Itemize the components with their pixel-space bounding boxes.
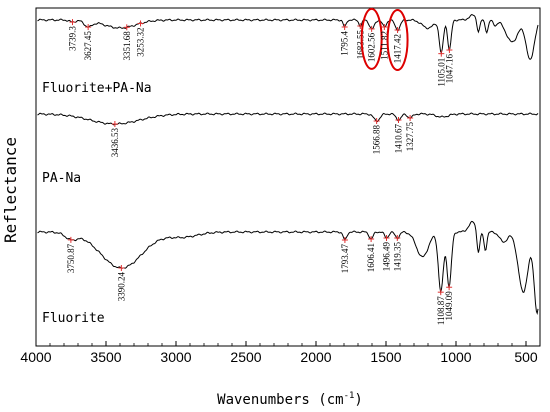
series-label: PA-Na: [42, 171, 81, 186]
peak-annotations: 3739.3 3627.45 3351.68 3253.32 1795.4 1683.55…: [66, 7, 454, 325]
peak-label: 1327.75: [405, 122, 415, 152]
x-axis-ticks: 4000 3500 3000 2500 2000 1500 1000 500: [20, 341, 538, 365]
peak-label: 1417.42: [393, 34, 403, 63]
series-labels: Fluorite+PA-Na PA-Na Fluorite: [42, 81, 152, 326]
peak-label: 1410.67: [394, 124, 404, 154]
peak-label: 3351.68: [122, 31, 132, 61]
peak-label: 3739.3: [68, 26, 78, 51]
peak-label: 1793.47: [340, 244, 350, 274]
x-axis-label-exponent: -1: [344, 391, 355, 401]
peak-label: 1049.09: [444, 291, 454, 321]
peak-label: 1496.49: [382, 242, 392, 272]
x-tick-label: 1500: [370, 349, 401, 365]
series-line-1: [37, 14, 539, 60]
x-tick-label: 3500: [90, 349, 121, 365]
highlight-ellipse: [360, 7, 383, 70]
series-label: Fluorite: [42, 311, 105, 326]
plot-frame: [35, 7, 541, 347]
spectra: [37, 14, 539, 316]
peak-label: 3390.24: [116, 272, 126, 302]
y-axis-label: Reflectance: [1, 137, 20, 243]
x-axis-label-main: Wavenumbers (cm: [217, 392, 343, 408]
peak-label: 1602.56: [367, 32, 377, 62]
peak-label: 3627.45: [83, 31, 93, 61]
x-axis-label-close: ): [354, 392, 362, 408]
peak-label: 3750.87: [66, 243, 76, 273]
x-tick-label: 4000: [20, 349, 51, 365]
peak-label: 1683.55: [355, 30, 365, 60]
x-tick-label: 1000: [440, 349, 471, 365]
series-line-2: [37, 112, 539, 126]
series-label: Fluorite+PA-Na: [42, 81, 152, 96]
x-axis-label: Wavenumbers (cm-1): [217, 391, 363, 408]
highlight-ellipse: [386, 8, 409, 71]
peak-label: 1419.35: [392, 242, 402, 272]
peak-label: 1795.4: [340, 31, 350, 56]
peak-label: 1606.41: [366, 243, 376, 272]
x-tick-label: 2500: [230, 349, 261, 365]
peak-label: 3253.32: [136, 28, 146, 57]
x-tick-label: 3000: [160, 349, 191, 365]
peak-label: 3436.53: [110, 128, 120, 158]
peak-label: 1047.16: [444, 54, 454, 84]
series-line-3: [37, 220, 539, 316]
peak-label: 1566.88: [372, 125, 382, 155]
x-tick-label: 2000: [300, 349, 331, 365]
x-tick-label: 500: [514, 349, 538, 365]
peak-label: 1511.82: [379, 31, 389, 60]
peak-label: 1105.01: [436, 58, 446, 87]
peak-label: 1108.87: [436, 296, 446, 325]
